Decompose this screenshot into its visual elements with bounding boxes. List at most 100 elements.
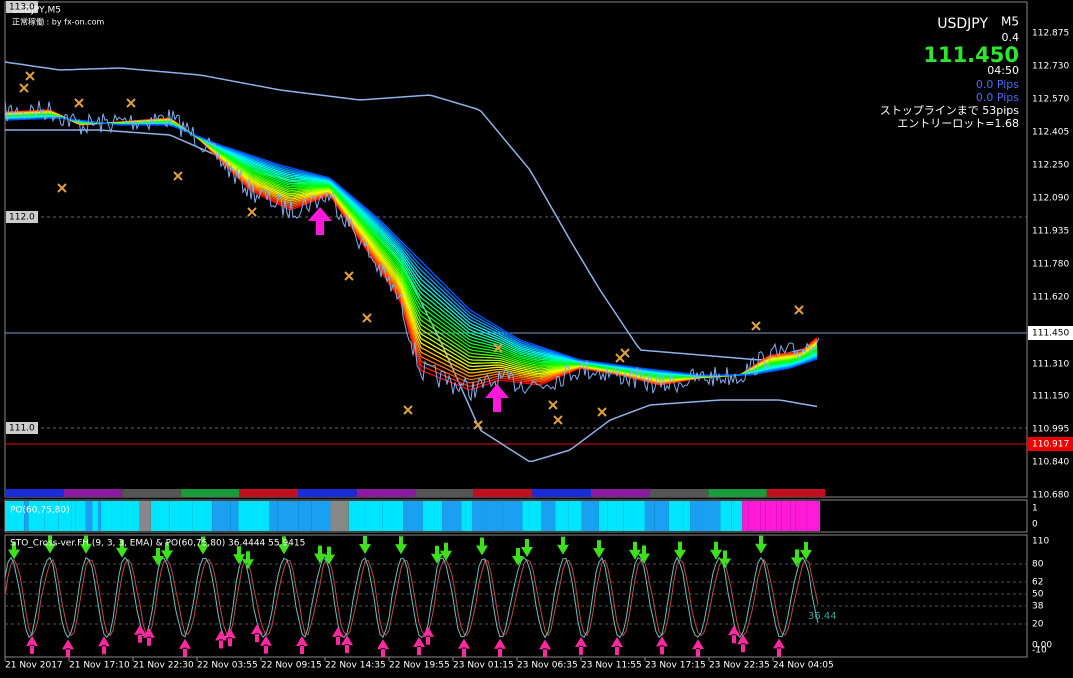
band-lower <box>5 129 818 463</box>
po-segment <box>92 501 99 531</box>
po-segment <box>403 501 424 531</box>
price-axis-label: 112.570 <box>1032 95 1069 105</box>
price-axis-label: 112.405 <box>1032 128 1069 138</box>
po-segment <box>541 501 556 531</box>
po-segment <box>382 501 404 531</box>
signal-cross <box>794 305 804 315</box>
signal-cross <box>57 183 67 193</box>
po-segment <box>522 501 530 531</box>
time-axis-label: 23 Nov 22:35 <box>709 661 770 671</box>
sto-sell-arrow <box>755 535 767 554</box>
signal-cross <box>548 400 558 410</box>
price-axis-label: 110.680 <box>1032 491 1069 501</box>
sto-main <box>4 556 819 639</box>
po-segment <box>598 501 608 531</box>
po-segment <box>795 501 808 531</box>
session-strip <box>298 489 357 497</box>
po-title: PO(60,75,80) <box>10 506 70 516</box>
price-axis-label: 111.780 <box>1032 260 1069 270</box>
info-stop-line: ストップラインまで 53pips <box>880 104 1020 117</box>
po-segment <box>44 501 59 531</box>
sto-buy-arrow <box>422 626 434 645</box>
info-pips: 0.0 Pips <box>976 91 1019 104</box>
sto-sell-arrow <box>800 541 812 560</box>
sto-sell-arrow <box>80 535 92 554</box>
sto-buy-arrow <box>26 635 38 654</box>
sto-sell-arrow <box>8 541 20 560</box>
sto-buy-arrow <box>377 639 389 658</box>
po-segment <box>298 501 312 531</box>
level-label: 112.0 <box>9 213 35 223</box>
time-axis-label: 21 Nov 17:10 <box>69 661 130 671</box>
session-strip <box>63 489 123 497</box>
sto-buy-arrow <box>341 635 353 654</box>
sto-buy-arrow <box>458 638 470 657</box>
level-label-box <box>6 211 38 223</box>
po-axis-label: 1 <box>1032 504 1038 514</box>
po-segment <box>776 501 782 531</box>
session-strip <box>766 489 826 497</box>
po-axis-label: 0 <box>1032 520 1038 530</box>
info-symbol: USDJPY <box>937 16 988 32</box>
info-price: 111.450 <box>923 43 1019 67</box>
sto-buy-arrow <box>575 636 587 655</box>
price-axis-label: 111.150 <box>1032 392 1069 402</box>
info-spread: 0.4 <box>1002 31 1020 44</box>
session-strip <box>532 489 591 497</box>
signal-cross <box>247 207 257 217</box>
sto-sell-arrow <box>476 537 488 556</box>
po-segment <box>731 501 743 531</box>
buy-arrow <box>485 384 509 412</box>
po-segment <box>699 501 721 531</box>
sto-buy-arrow <box>215 630 227 649</box>
po-segment <box>742 501 749 531</box>
po-segment <box>121 501 140 531</box>
sto-sell-arrow <box>116 539 128 558</box>
price-line <box>4 100 820 402</box>
po-segment <box>212 501 231 531</box>
signal-cross <box>473 420 483 430</box>
po-segment <box>330 501 349 531</box>
po-segment <box>581 501 599 531</box>
sto-buy-arrow <box>611 637 623 656</box>
time-axis-label: 21 Nov 2017 <box>5 661 63 671</box>
price-axis-label: 112.090 <box>1032 194 1069 204</box>
session-strip <box>591 489 650 497</box>
session-strip <box>356 489 416 497</box>
sto-axis-label: 50 <box>1032 590 1044 600</box>
info-pips: 0.0 Pips <box>976 78 1019 91</box>
sto-axis-label: 62 <box>1032 578 1043 588</box>
signal-cross <box>25 71 35 81</box>
sto-axis-label: 110 <box>1032 537 1049 547</box>
po-segment <box>238 501 258 531</box>
po-segment <box>98 501 102 531</box>
sto-buy-arrow <box>98 636 110 655</box>
time-axis-label: 24 Nov 04:05 <box>773 661 834 671</box>
po-segment <box>75 501 86 531</box>
po-segment <box>765 501 777 531</box>
po-segment <box>277 501 299 531</box>
time-axis-label: 22 Nov 09:15 <box>261 661 322 671</box>
sto-sell-arrow <box>638 545 650 564</box>
po-segment <box>311 501 331 531</box>
sto-buy-arrow <box>773 638 785 657</box>
sto-sell-arrow <box>152 547 164 566</box>
po-segment <box>230 501 239 531</box>
ma-ribbon <box>4 117 818 376</box>
signal-cross <box>620 348 630 358</box>
sto-sell-arrow <box>719 550 731 569</box>
sto-sell-arrow <box>359 536 371 555</box>
po-segment <box>269 501 278 531</box>
time-axis-label: 22 Nov 14:35 <box>325 661 386 671</box>
po-segment <box>465 501 472 531</box>
current-price-box <box>1028 326 1073 340</box>
sto-buy-arrow <box>494 638 506 657</box>
po-segment <box>5 501 25 531</box>
sto-sell-arrow <box>44 535 56 554</box>
signal-cross <box>403 405 413 415</box>
sto-buy-arrow <box>413 637 425 656</box>
stop-price-box <box>1028 437 1073 451</box>
sto-axis-label: -10 <box>1032 646 1047 656</box>
sto-signal <box>4 558 819 637</box>
